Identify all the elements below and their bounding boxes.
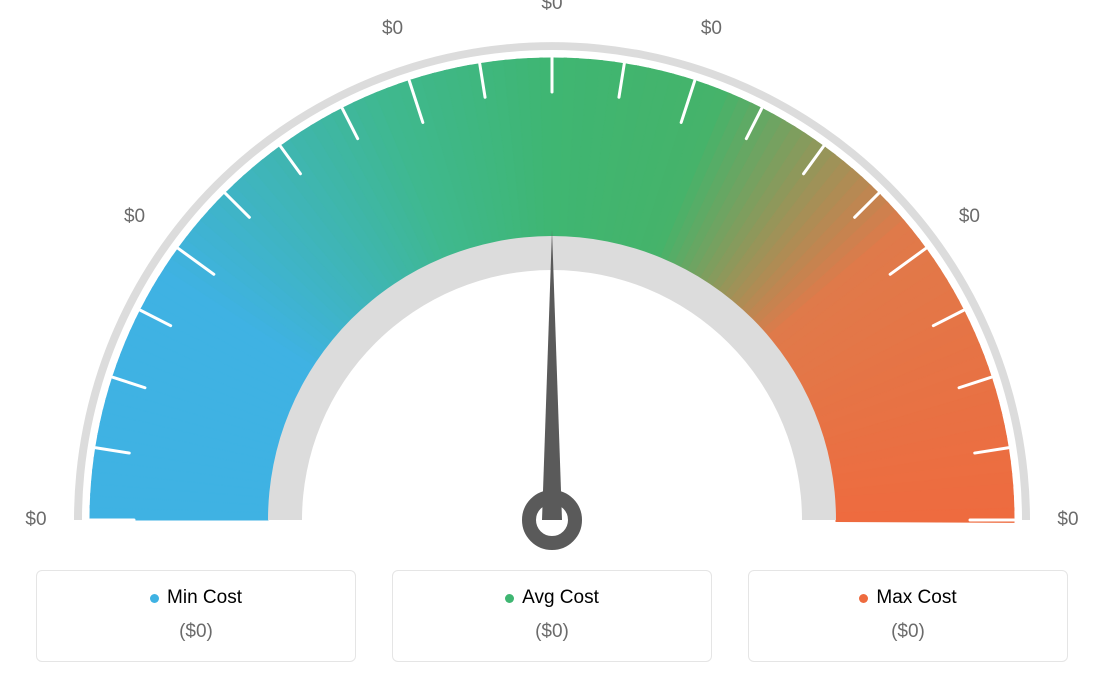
legend-label: Avg Cost — [522, 587, 599, 609]
gauge-needle — [542, 230, 562, 520]
legend-value: ($0) — [749, 621, 1067, 643]
gauge-tick-label: $0 — [25, 509, 46, 531]
legend-title: Max Cost — [859, 587, 956, 609]
gauge-tick-label: $0 — [701, 18, 722, 40]
legend-card-max: Max Cost ($0) — [748, 570, 1068, 662]
legend-label: Max Cost — [876, 587, 956, 609]
legend-card-avg: Avg Cost ($0) — [392, 570, 712, 662]
gauge-tick-label: $0 — [959, 206, 980, 228]
gauge-tick-label: $0 — [541, 0, 562, 15]
legend-value: ($0) — [393, 621, 711, 643]
legend-dot-min — [150, 594, 159, 603]
gauge-tick-label: $0 — [1057, 509, 1078, 531]
legend-dot-max — [859, 594, 868, 603]
gauge-tick-label: $0 — [382, 18, 403, 40]
legend-dot-avg — [505, 594, 514, 603]
gauge-tick-label: $0 — [124, 206, 145, 228]
gauge-chart — [0, 0, 1104, 560]
legend-title: Avg Cost — [505, 587, 599, 609]
legend-title: Min Cost — [150, 587, 242, 609]
legend-value: ($0) — [37, 621, 355, 643]
legend-label: Min Cost — [167, 587, 242, 609]
gauge-container: $0 $0 $0 $0 $0 $0 $0 — [0, 0, 1104, 560]
legend-row: Min Cost ($0) Avg Cost ($0) Max Cost ($0… — [0, 570, 1104, 662]
legend-card-min: Min Cost ($0) — [36, 570, 356, 662]
